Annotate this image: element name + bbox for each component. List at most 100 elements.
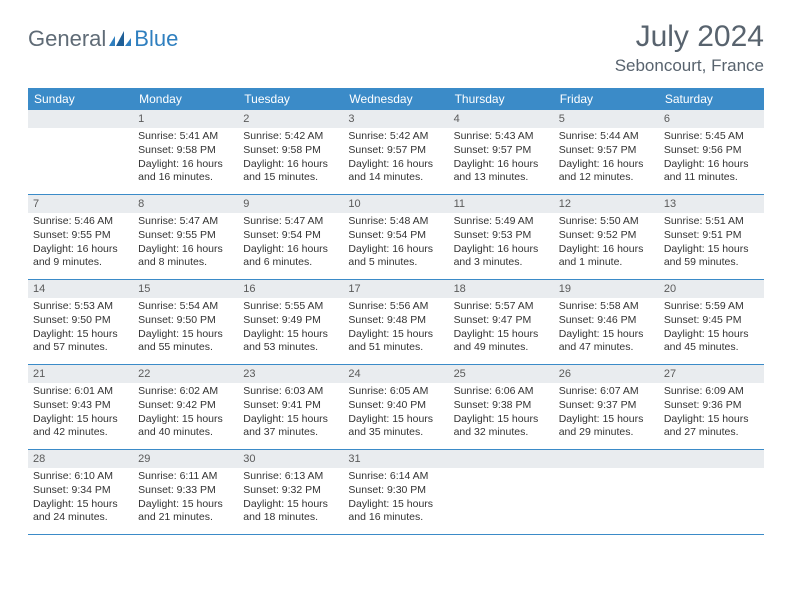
daylight-text: Daylight: 16 hours bbox=[243, 158, 338, 172]
daylight-text: and 53 minutes. bbox=[243, 341, 338, 355]
daylight-text: Daylight: 16 hours bbox=[454, 158, 549, 172]
sunset-text: Sunset: 9:47 PM bbox=[454, 314, 549, 328]
sunrise-text: Sunrise: 5:44 AM bbox=[559, 130, 654, 144]
sunrise-text: Sunrise: 5:57 AM bbox=[454, 300, 549, 314]
day-body: Sunrise: 6:03 AMSunset: 9:41 PMDaylight:… bbox=[238, 383, 343, 444]
sunrise-text: Sunrise: 6:03 AM bbox=[243, 385, 338, 399]
sunrise-text: Sunrise: 6:01 AM bbox=[33, 385, 128, 399]
daylight-text: and 24 minutes. bbox=[33, 511, 128, 525]
logo-chart-icon bbox=[109, 28, 131, 51]
day-cell: 15Sunrise: 5:54 AMSunset: 9:50 PMDayligh… bbox=[133, 280, 238, 364]
sunrise-text: Sunrise: 6:07 AM bbox=[559, 385, 654, 399]
daylight-text: and 16 minutes. bbox=[348, 511, 443, 525]
day-number: 17 bbox=[343, 280, 448, 298]
daylight-text: and 40 minutes. bbox=[138, 426, 233, 440]
day-body: Sunrise: 5:46 AMSunset: 9:55 PMDaylight:… bbox=[28, 213, 133, 274]
sunrise-text: Sunrise: 5:41 AM bbox=[138, 130, 233, 144]
week-row: 1Sunrise: 5:41 AMSunset: 9:58 PMDaylight… bbox=[28, 110, 764, 195]
sunrise-text: Sunrise: 5:42 AM bbox=[348, 130, 443, 144]
day-body: Sunrise: 5:54 AMSunset: 9:50 PMDaylight:… bbox=[133, 298, 238, 359]
day-cell: 7Sunrise: 5:46 AMSunset: 9:55 PMDaylight… bbox=[28, 195, 133, 279]
day-cell bbox=[449, 450, 554, 534]
daylight-text: Daylight: 16 hours bbox=[348, 243, 443, 257]
daylight-text: Daylight: 16 hours bbox=[348, 158, 443, 172]
day-cell: 10Sunrise: 5:48 AMSunset: 9:54 PMDayligh… bbox=[343, 195, 448, 279]
daylight-text: Daylight: 15 hours bbox=[33, 413, 128, 427]
day-cell bbox=[554, 450, 659, 534]
daylight-text: and 13 minutes. bbox=[454, 171, 549, 185]
sunrise-text: Sunrise: 6:05 AM bbox=[348, 385, 443, 399]
daylight-text: and 29 minutes. bbox=[559, 426, 654, 440]
daylight-text: and 14 minutes. bbox=[348, 171, 443, 185]
title-block: July 2024 Seboncourt, France bbox=[615, 20, 764, 76]
day-body: Sunrise: 6:01 AMSunset: 9:43 PMDaylight:… bbox=[28, 383, 133, 444]
day-cell: 9Sunrise: 5:47 AMSunset: 9:54 PMDaylight… bbox=[238, 195, 343, 279]
sunset-text: Sunset: 9:30 PM bbox=[348, 484, 443, 498]
day-body: Sunrise: 5:48 AMSunset: 9:54 PMDaylight:… bbox=[343, 213, 448, 274]
daylight-text: and 21 minutes. bbox=[138, 511, 233, 525]
sunrise-text: Sunrise: 6:10 AM bbox=[33, 470, 128, 484]
sunrise-text: Sunrise: 5:45 AM bbox=[664, 130, 759, 144]
day-body: Sunrise: 6:02 AMSunset: 9:42 PMDaylight:… bbox=[133, 383, 238, 444]
day-body: Sunrise: 5:58 AMSunset: 9:46 PMDaylight:… bbox=[554, 298, 659, 359]
day-cell: 8Sunrise: 5:47 AMSunset: 9:55 PMDaylight… bbox=[133, 195, 238, 279]
day-cell: 28Sunrise: 6:10 AMSunset: 9:34 PMDayligh… bbox=[28, 450, 133, 534]
weekday-header-cell: Wednesday bbox=[343, 88, 448, 110]
day-body: Sunrise: 6:06 AMSunset: 9:38 PMDaylight:… bbox=[449, 383, 554, 444]
day-body: Sunrise: 5:41 AMSunset: 9:58 PMDaylight:… bbox=[133, 128, 238, 189]
sunset-text: Sunset: 9:57 PM bbox=[348, 144, 443, 158]
day-body: Sunrise: 5:45 AMSunset: 9:56 PMDaylight:… bbox=[659, 128, 764, 189]
day-number: 10 bbox=[343, 195, 448, 213]
daylight-text: Daylight: 16 hours bbox=[559, 158, 654, 172]
daylight-text: and 57 minutes. bbox=[33, 341, 128, 355]
sunrise-text: Sunrise: 5:42 AM bbox=[243, 130, 338, 144]
day-number: 14 bbox=[28, 280, 133, 298]
day-number: 31 bbox=[343, 450, 448, 468]
daylight-text: Daylight: 16 hours bbox=[454, 243, 549, 257]
day-cell: 29Sunrise: 6:11 AMSunset: 9:33 PMDayligh… bbox=[133, 450, 238, 534]
daylight-text: Daylight: 15 hours bbox=[243, 498, 338, 512]
sunrise-text: Sunrise: 5:47 AM bbox=[243, 215, 338, 229]
weekday-header-row: SundayMondayTuesdayWednesdayThursdayFrid… bbox=[28, 88, 764, 110]
day-cell: 4Sunrise: 5:43 AMSunset: 9:57 PMDaylight… bbox=[449, 110, 554, 194]
day-body: Sunrise: 5:42 AMSunset: 9:57 PMDaylight:… bbox=[343, 128, 448, 189]
day-body: Sunrise: 5:56 AMSunset: 9:48 PMDaylight:… bbox=[343, 298, 448, 359]
sunset-text: Sunset: 9:51 PM bbox=[664, 229, 759, 243]
daylight-text: and 27 minutes. bbox=[664, 426, 759, 440]
sunrise-text: Sunrise: 6:14 AM bbox=[348, 470, 443, 484]
sunrise-text: Sunrise: 6:11 AM bbox=[138, 470, 233, 484]
day-cell: 12Sunrise: 5:50 AMSunset: 9:52 PMDayligh… bbox=[554, 195, 659, 279]
day-number: 30 bbox=[238, 450, 343, 468]
day-body: Sunrise: 5:57 AMSunset: 9:47 PMDaylight:… bbox=[449, 298, 554, 359]
day-number: 6 bbox=[659, 110, 764, 128]
sunset-text: Sunset: 9:58 PM bbox=[243, 144, 338, 158]
sunrise-text: Sunrise: 5:50 AM bbox=[559, 215, 654, 229]
day-number: 2 bbox=[238, 110, 343, 128]
day-number: 7 bbox=[28, 195, 133, 213]
day-cell: 5Sunrise: 5:44 AMSunset: 9:57 PMDaylight… bbox=[554, 110, 659, 194]
day-number-empty bbox=[28, 110, 133, 128]
day-number: 27 bbox=[659, 365, 764, 383]
daylight-text: Daylight: 16 hours bbox=[664, 158, 759, 172]
sunrise-text: Sunrise: 5:59 AM bbox=[664, 300, 759, 314]
day-body: Sunrise: 5:50 AMSunset: 9:52 PMDaylight:… bbox=[554, 213, 659, 274]
day-cell: 27Sunrise: 6:09 AMSunset: 9:36 PMDayligh… bbox=[659, 365, 764, 449]
daylight-text: Daylight: 15 hours bbox=[559, 413, 654, 427]
month-title: July 2024 bbox=[615, 20, 764, 54]
daylight-text: and 6 minutes. bbox=[243, 256, 338, 270]
day-number: 18 bbox=[449, 280, 554, 298]
weekday-header-cell: Sunday bbox=[28, 88, 133, 110]
day-body: Sunrise: 5:49 AMSunset: 9:53 PMDaylight:… bbox=[449, 213, 554, 274]
day-cell: 6Sunrise: 5:45 AMSunset: 9:56 PMDaylight… bbox=[659, 110, 764, 194]
sunset-text: Sunset: 9:55 PM bbox=[33, 229, 128, 243]
day-cell: 1Sunrise: 5:41 AMSunset: 9:58 PMDaylight… bbox=[133, 110, 238, 194]
sunset-text: Sunset: 9:55 PM bbox=[138, 229, 233, 243]
day-number: 11 bbox=[449, 195, 554, 213]
day-number: 20 bbox=[659, 280, 764, 298]
daylight-text: and 35 minutes. bbox=[348, 426, 443, 440]
day-number: 23 bbox=[238, 365, 343, 383]
daylight-text: Daylight: 15 hours bbox=[33, 328, 128, 342]
daylight-text: Daylight: 15 hours bbox=[348, 328, 443, 342]
sunset-text: Sunset: 9:54 PM bbox=[243, 229, 338, 243]
daylight-text: and 18 minutes. bbox=[243, 511, 338, 525]
